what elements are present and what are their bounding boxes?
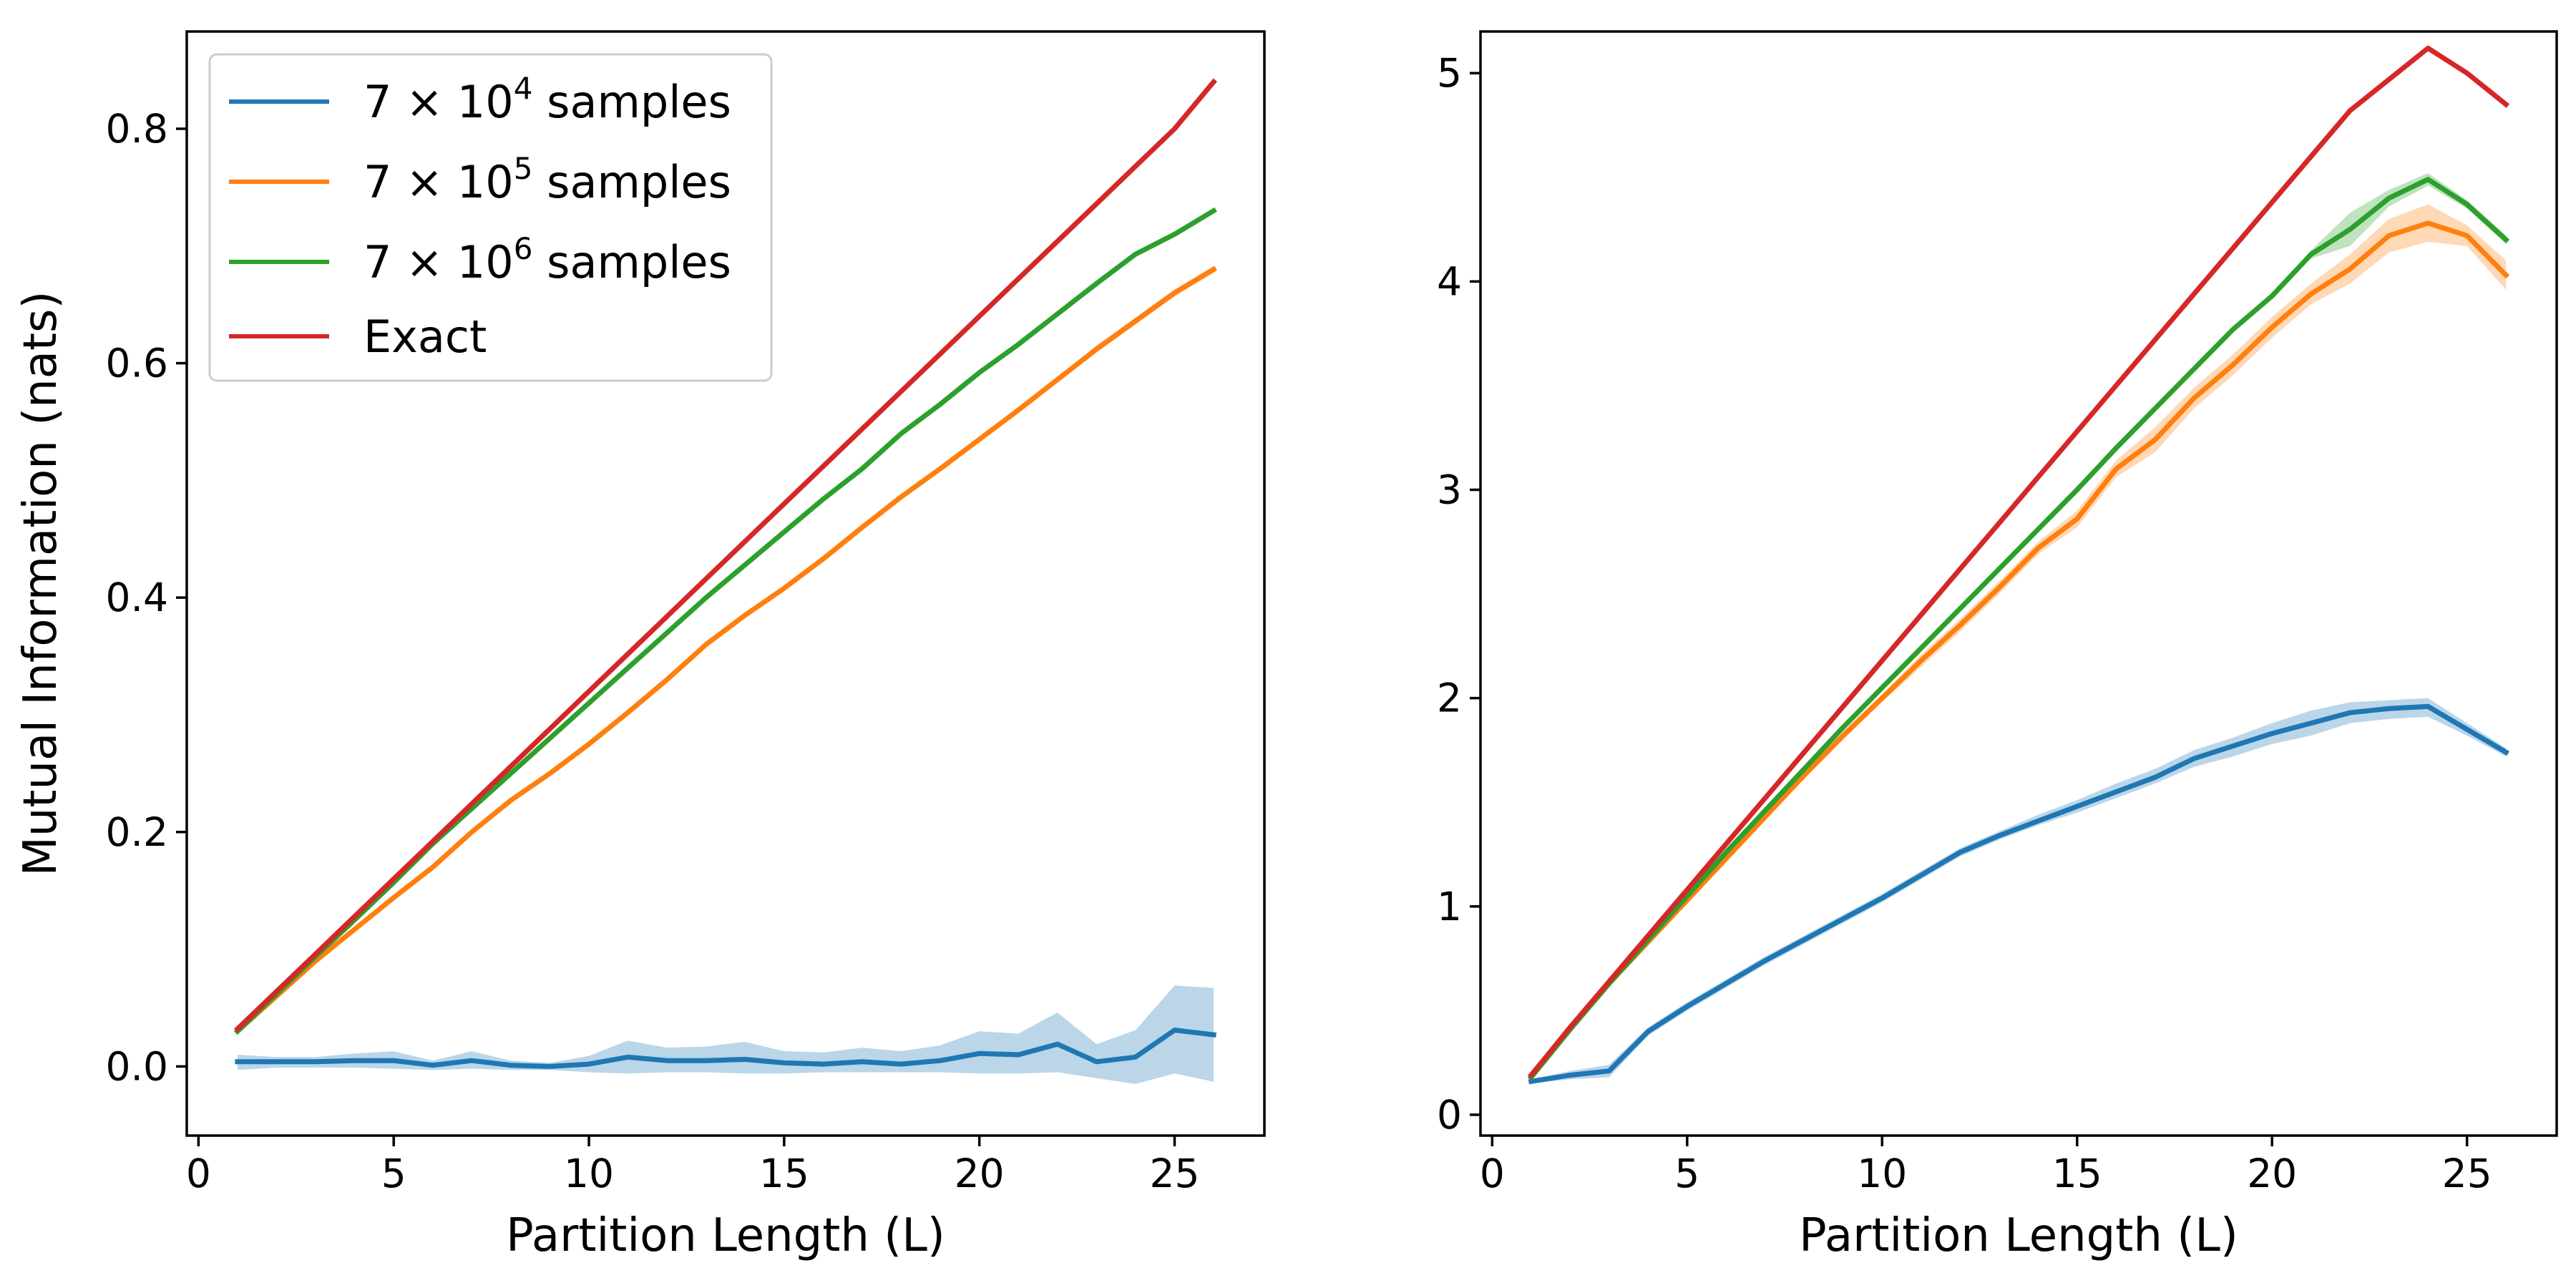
left-plot-frame [185,30,1266,1137]
right-y-tick-label: 3 [1437,467,1462,512]
right-y-tick-label: 1 [1437,884,1462,930]
left-y-tick-label: 0.2 [106,809,168,855]
left-y-tick-label: 0.6 [106,341,168,386]
right-x-ticks: 0 5 10 15 20 25 [1480,1136,2492,1196]
left-y-ticks: 0.0 0.2 0.4 0.6 0.8 [106,106,187,1089]
left-line-7e5-samples [233,265,1217,1035]
right-x-tick-label: 5 [1674,1151,1699,1196]
left-x-tick-label: 20 [955,1151,1005,1196]
left-y-tick-label: 0.0 [106,1043,168,1089]
right-y-ticks: 0 1 2 3 4 5 [1437,50,1480,1138]
left-x-tick-label: 15 [759,1151,809,1196]
right-x-tick-label: 15 [2052,1151,2102,1196]
right-line-7e5-samples [1527,220,2510,1081]
right-line-7e4-samples [1528,703,2509,1085]
right-line-exact [1527,45,2510,1079]
left-panel: 0 5 10 15 20 25 0.0 0.2 0.4 0.6 0.8 Partition Len… [14,30,1266,1262]
legend: 7 × 104 samples 7 × 105 samples 7 × 106 … [208,53,773,382]
right-x-tick-label: 10 [1857,1151,1907,1196]
left-series-lines [233,78,1218,1069]
right-y-tick-label: 0 [1437,1092,1462,1138]
legend-box [208,53,773,382]
right-y-tick-label: 4 [1437,258,1462,304]
legend-entry-7e6-samples: 7 × 106 samples [229,231,731,288]
legend-entry-7e4-samples: 7 × 104 samples [229,71,731,128]
right-x-tick-label: 0 [1480,1151,1505,1196]
left-x-ticks: 0 5 10 15 20 25 [186,1136,1200,1196]
left-x-axis-label: Partition Length (L) [506,1209,945,1262]
right-x-tick-label: 20 [2247,1151,2297,1196]
legend-label-7e5-samples: 7 × 105 samples [364,151,731,208]
legend-entry-7e5-samples: 7 × 105 samples [229,151,731,208]
left-x-tick-label: 10 [564,1151,614,1196]
left-y-axis-label: Mutual Information (nats) [14,291,67,877]
legend-entry-exact: Exact [229,311,487,363]
left-x-tick-label: 0 [186,1151,211,1196]
legend-label-7e4-samples: 7 × 104 samples [364,71,731,128]
right-panel: 0 5 10 15 20 25 0 1 2 3 4 5 Partition Length (L) [1437,30,2558,1262]
right-y-tick-label: 2 [1437,675,1462,721]
left-y-tick-label: 0.4 [106,575,168,620]
left-line-exact [233,78,1218,1033]
left-x-tick-label: 25 [1150,1151,1200,1196]
left-line-7e4-samples [235,1028,1216,1069]
right-x-tick-label: 25 [2442,1151,2492,1196]
right-series-lines [1527,45,2510,1085]
right-plot-frame [1479,30,2558,1137]
legend-label-7e6-samples: 7 × 106 samples [364,231,731,288]
right-x-axis-label: Partition Length (L) [1799,1209,2238,1262]
legend-label-exact: Exact [364,311,487,363]
right-line-7e6-samples [1527,177,2510,1081]
left-x-tick-label: 5 [381,1151,406,1196]
left-y-tick-label: 0.8 [106,106,168,152]
right-y-tick-label: 5 [1437,50,1462,96]
